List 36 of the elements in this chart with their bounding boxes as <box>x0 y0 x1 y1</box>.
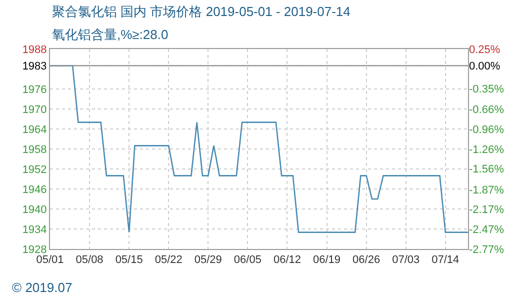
y-tick-label: 1934 <box>22 224 47 236</box>
x-tick-label: 05/29 <box>194 254 222 266</box>
y2-tick-label: -1.87% <box>469 184 504 196</box>
y2-tick-label: -1.56% <box>469 164 504 176</box>
y2-tick-label: -2.47% <box>469 224 504 236</box>
x-tick-label: 07/14 <box>432 254 460 266</box>
text: © 2019.07 <box>12 280 72 295</box>
x-tick-label: 07/03 <box>392 254 420 266</box>
chart-subtitle: 氧化铝含量,%≥:28.0 <box>52 27 168 42</box>
x-tick-label: 06/19 <box>313 254 341 266</box>
y-tick-label: 1970 <box>22 104 47 116</box>
y-tick-label: 1983 <box>22 60 47 73</box>
y2-tick-label: 0.25% <box>469 44 500 56</box>
x-tick-label: 05/08 <box>76 254 104 266</box>
x-tick-label: 06/05 <box>234 254 262 266</box>
x-tick-label: 06/26 <box>352 254 380 266</box>
y2-tick-label: -1.26% <box>469 144 504 156</box>
y-tick-label: 1988 <box>22 44 47 56</box>
x-tick-label: 06/12 <box>273 254 302 266</box>
chart-title: 聚合氯化铝 国内 市场价格 2019-05-01 - 2019-07-14 <box>52 4 350 19</box>
y-tick-label: 1940 <box>22 204 47 216</box>
x-tick-label: 05/22 <box>154 254 182 266</box>
y-tick-label: 1928 <box>22 244 47 256</box>
x-tick-label: 05/15 <box>115 254 143 266</box>
y-tick-label: 1976 <box>22 84 47 96</box>
y-tick-label: 1946 <box>22 184 47 196</box>
y2-tick-label: -0.66% <box>469 104 504 116</box>
y2-tick-label: -0.96% <box>469 124 504 136</box>
y2-tick-label: -0.35% <box>469 84 504 96</box>
y2-tick-label: 0.00% <box>469 60 500 72</box>
y2-tick-label: -2.17% <box>469 204 504 216</box>
y2-tick-label: -2.77% <box>469 244 504 256</box>
y-tick-label: 1958 <box>22 144 47 156</box>
x-tick-label: 05/01 <box>36 254 64 266</box>
y-tick-label: 1964 <box>22 124 47 136</box>
y-tick-label: 1952 <box>22 164 47 176</box>
